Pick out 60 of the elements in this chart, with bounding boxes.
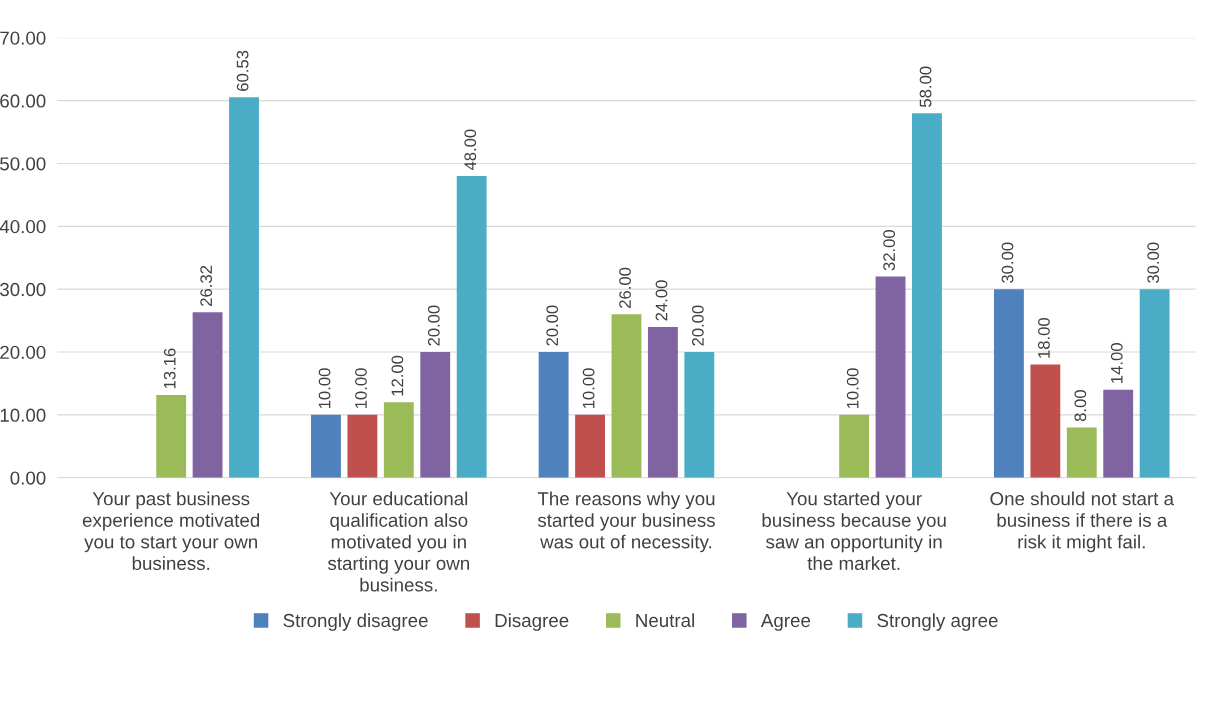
bar (156, 395, 187, 478)
bar (1139, 289, 1170, 478)
data-label: 13.16 (163, 348, 176, 389)
legend-label: Strongly disagree (283, 613, 428, 631)
data-label: 18.00 (1038, 317, 1050, 358)
bar (1030, 364, 1061, 478)
data-label: 26.32 (200, 265, 213, 306)
x-tick-label: Your past business experience motivated you to start your own business. (82, 491, 260, 571)
y-tick-label: 30.00 (0, 282, 46, 297)
x-tick-label: One should not start a business if there is a risk it might fail. (990, 491, 1175, 553)
data-label: 20.00 (427, 305, 440, 346)
data-label: 24.00 (655, 280, 668, 321)
y-tick-label: 0.00 (10, 471, 46, 485)
data-label: 10.00 (582, 368, 595, 409)
bar (684, 352, 715, 478)
legend-label: Neutral (636, 613, 694, 628)
y-tick-label: 50.00 (0, 157, 46, 171)
y-tick-label: 40.00 (0, 220, 46, 234)
legend-label: Strongly agree (877, 613, 998, 631)
bar (611, 314, 642, 478)
bar (912, 113, 942, 478)
data-label: 12.00 (391, 355, 404, 396)
legend-label: Agree (760, 614, 811, 631)
bar (538, 352, 569, 478)
data-label: 48.00 (464, 129, 477, 171)
data-label: 30.00 (1001, 242, 1014, 283)
bar (647, 326, 678, 478)
data-label: 8.00 (1074, 390, 1087, 422)
bar (1103, 389, 1134, 478)
bar (456, 176, 487, 478)
bar (192, 312, 223, 478)
x-tick-label: The reasons why you started your business was out of necessity. (537, 491, 715, 553)
y-tick-label: 60.00 (0, 94, 46, 108)
y-tick-label: 10.00 (0, 408, 46, 422)
bar (839, 414, 870, 478)
data-label: 32.00 (883, 229, 896, 271)
y-tick-label: 70.00 (0, 31, 46, 45)
x-tick-label: Your educational qualification also motivated you in starting your own business. (327, 491, 469, 592)
bar (383, 402, 414, 478)
data-label: 20.00 (546, 305, 559, 346)
data-label: 26.00 (619, 267, 631, 308)
data-label: 20.00 (691, 305, 704, 346)
bar (1066, 427, 1097, 478)
data-label: 10.00 (355, 368, 367, 409)
bar (993, 289, 1024, 478)
bar (875, 276, 906, 478)
data-label: 58.00 (919, 66, 932, 107)
bar (575, 414, 605, 478)
data-label: 30.00 (1147, 242, 1160, 283)
data-label: 10.00 (318, 368, 331, 409)
data-label: 10.00 (846, 368, 859, 409)
x-tick-label: You started your business because you saw an opportunity in the market. (762, 491, 946, 571)
bar (311, 414, 341, 478)
data-label: 60.53 (236, 50, 249, 91)
bar (229, 97, 259, 478)
y-tick-label: 20.00 (0, 345, 46, 359)
bar (347, 414, 378, 478)
data-label: 14.00 (1110, 343, 1123, 383)
legend-label: Disagree (495, 613, 569, 631)
bar (420, 352, 451, 478)
